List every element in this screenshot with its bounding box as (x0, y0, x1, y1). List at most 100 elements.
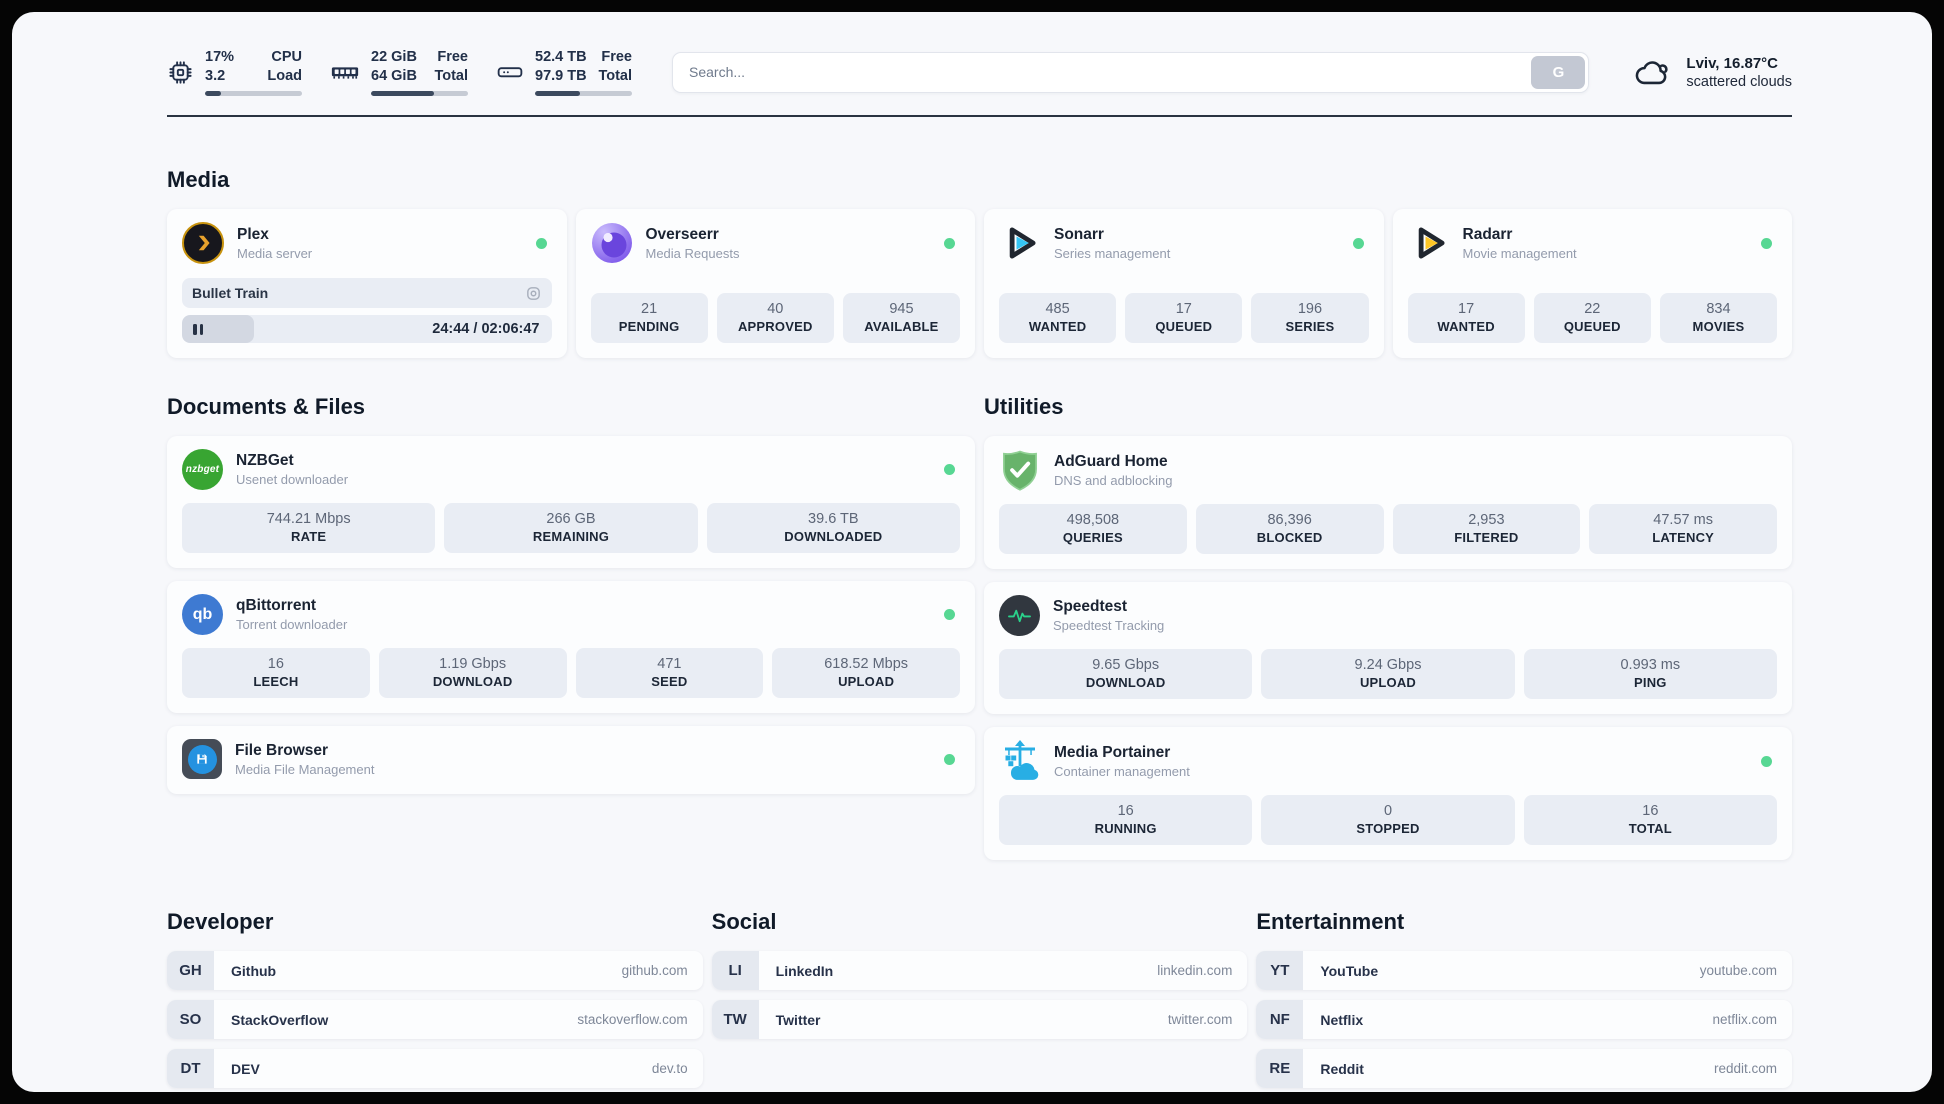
disk-stat: 52.4 TB Free 97.9 TB Total (496, 48, 632, 96)
link-youtube[interactable]: YT YouTube youtube.com (1256, 951, 1792, 990)
app-card-radarr[interactable]: Radarr Movie management 17 WANTED 22 QUEUE… (1392, 209, 1792, 358)
app-card-overseerr[interactable]: Overseerr Media Requests 21 PENDING 40 APP… (575, 209, 975, 358)
link-name: YouTube (1320, 962, 1379, 979)
stat-movies: 834 MOVIES (1659, 293, 1778, 343)
ram-free-label: Free (437, 49, 468, 66)
search-bar: G (672, 51, 1590, 93)
ram-icon (330, 59, 360, 85)
plex-logo-icon (182, 222, 224, 264)
link-url: dev.to (651, 1061, 688, 1076)
radarr-logo-icon (1408, 222, 1450, 264)
speedtest-logo-icon (999, 595, 1040, 636)
documents-section-title: Documents & Files (167, 394, 366, 419)
app-card-portainer[interactable]: Media Portainer Container management 16 R… (984, 727, 1792, 860)
disk-icon (496, 59, 524, 85)
link-abbr: TW (711, 1000, 759, 1039)
adguard-logo-icon (999, 449, 1041, 491)
app-name: Sonarr (1054, 225, 1104, 243)
now-playing-row[interactable]: Bullet Train (182, 278, 552, 308)
app-description: Media File Management (235, 761, 375, 777)
link-name: Github (231, 962, 277, 979)
app-description: Torrent downloader (236, 617, 348, 632)
app-card-plex[interactable]: Plex Media server Bullet Train 24:44 / 0… (167, 209, 567, 358)
stat-upload: 618.52 Mbps UPLOAD (772, 648, 960, 698)
overseerr-logo-icon (591, 222, 633, 264)
stat-download: 1.19 Gbps DOWNLOAD (378, 648, 567, 698)
link-twitter[interactable]: TW Twitter twitter.com (711, 1000, 1248, 1039)
app-name: AdGuard Home (1054, 452, 1168, 470)
link-name: Netflix (1320, 1011, 1364, 1028)
app-description: Series management (1054, 245, 1171, 261)
weather-widget: Lviv, 16.87°C scattered clouds (1633, 54, 1792, 90)
app-card-sonarr[interactable]: Sonarr Series management 485 WANTED 17 QUE… (984, 209, 1384, 358)
stat-latency: 47.57 ms LATENCY (1589, 504, 1777, 554)
app-name: NZBGet (236, 452, 294, 469)
ram-total-value: 64 GiB (371, 68, 417, 84)
link-url: twitter.com (1167, 1012, 1233, 1027)
app-name: Media Portainer (1054, 743, 1171, 761)
ram-stat: 22 GiB Free 64 GiB Total (330, 48, 468, 96)
dashboard-page: 17% CPU 3.2 Load 22 (12, 12, 1932, 1092)
app-card-speedtest[interactable]: Speedtest Speedtest Tracking 9.65 Gbps DO… (984, 582, 1792, 714)
link-netflix[interactable]: NF Netflix netflix.com (1256, 1000, 1792, 1039)
link-abbr: SO (167, 1000, 214, 1039)
stat-stopped: 0 STOPPED (1261, 795, 1515, 845)
app-card-filebrowser[interactable]: File Browser Media File Management (167, 726, 975, 794)
media-section: Plex Media server Bullet Train 24:44 / 0… (167, 209, 1792, 358)
link-abbr: YT (1256, 951, 1304, 990)
link-url: reddit.com (1713, 1061, 1777, 1076)
sonarr-logo-icon (999, 222, 1041, 264)
link-abbr: LI (711, 951, 759, 990)
link-name: DEV (231, 1060, 260, 1077)
stat-downloaded: 39.6 TB DOWNLOADED (706, 503, 960, 553)
app-name: Plex (237, 225, 269, 243)
header-divider (167, 115, 1792, 117)
playback-progress-fill (182, 315, 255, 343)
status-online-dot (944, 237, 955, 249)
stat-upload: 9.24 Gbps UPLOAD (1261, 649, 1515, 699)
app-card-nzbget[interactable]: nzbget NZBGet Usenet downloader 744.21 M… (167, 436, 975, 568)
cpu-stat: 17% CPU 3.2 Load (167, 48, 302, 96)
ram-total-label: Total (434, 68, 468, 84)
app-card-adguard[interactable]: AdGuard Home DNS and adblocking 498,508 Q… (984, 436, 1792, 569)
link-stackoverflow[interactable]: SO StackOverflow stackoverflow.com (167, 1000, 703, 1039)
search-engine-button[interactable]: G (1531, 55, 1586, 89)
app-name: Speedtest (1053, 598, 1128, 615)
link-reddit[interactable]: RE Reddit reddit.com (1256, 1049, 1792, 1088)
link-dev-to[interactable]: DT DEV dev.to (167, 1049, 703, 1088)
link-url: netflix.com (1712, 1012, 1777, 1027)
disk-progress-bar (535, 90, 632, 96)
qbittorrent-logo-icon: qb (182, 594, 223, 635)
stat-rate: 744.21 Mbps RATE (182, 503, 436, 553)
weather-location-temp: Lviv, 16.87°C (1686, 55, 1779, 73)
app-description: DNS and adblocking (1054, 472, 1173, 488)
status-online-dot (944, 464, 955, 475)
ram-progress-bar (371, 90, 468, 96)
app-card-qbittorrent[interactable]: qb qBittorrent Torrent downloader 16 LEEC… (167, 581, 975, 713)
stat-wanted: 17 WANTED (1407, 293, 1525, 343)
now-playing-title: Bullet Train (192, 285, 269, 301)
disk-free-value: 52.4 TB (535, 49, 587, 66)
app-description: Media server (237, 245, 313, 261)
link-linkedin[interactable]: LI LinkedIn linkedin.com (711, 951, 1248, 990)
media-section-title: Media (167, 167, 230, 192)
cpu-icon (167, 59, 194, 86)
cpu-load-label: Load (267, 68, 302, 84)
pause-icon[interactable] (193, 323, 197, 335)
status-online-dot (944, 753, 955, 765)
weather-condition: scattered clouds (1686, 73, 1792, 90)
developer-section-title: Developer (167, 909, 274, 934)
entertainment-links-section: Entertainment YT YouTube youtube.com NF … (1256, 873, 1792, 1092)
ram-free-value: 22 GiB (371, 49, 417, 66)
stat-queued: 22 QUEUED (1533, 293, 1651, 343)
cpu-usage-value: 17% (205, 49, 235, 66)
link-abbr: RE (1256, 1049, 1304, 1088)
status-online-dot (1761, 755, 1772, 767)
stat-queued: 17 QUEUED (1125, 293, 1243, 343)
app-description: Usenet downloader (236, 472, 349, 487)
playback-progress-bar[interactable]: 24:44 / 02:06:47 (182, 315, 552, 343)
entertainment-section-title: Entertainment (1256, 909, 1405, 934)
link-github[interactable]: GH Github github.com (167, 951, 703, 990)
stat-pending: 21 PENDING (590, 293, 708, 343)
search-input[interactable] (672, 51, 1590, 93)
